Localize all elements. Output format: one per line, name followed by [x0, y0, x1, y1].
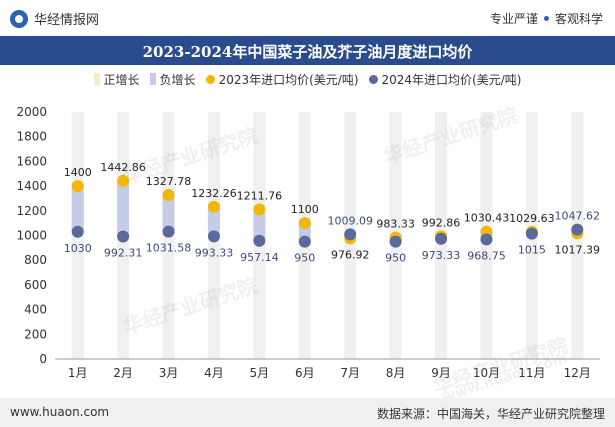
- legend: 正增长 负增长 2023年进口均价(美元/吨) 2024年进口均价(美元/吨): [0, 69, 615, 89]
- data-label-2023: 1100: [291, 203, 319, 216]
- tagline-right: 客观科学: [554, 12, 603, 26]
- data-label-2024: 993.33: [195, 246, 234, 259]
- data-label-2024: 992.31: [104, 246, 143, 259]
- y-tick-label: 200: [24, 327, 47, 341]
- chart-title: 2023-2024年中国菜子油及芥子油月度进口均价: [142, 43, 473, 61]
- point-2024: [480, 233, 493, 246]
- x-tick-label: 1月: [68, 366, 88, 380]
- x-tick-label: 10月: [473, 366, 500, 380]
- data-source: 数据来源：中国海关，华经产业研究院整理: [376, 407, 605, 421]
- data-label-2024: 968.75: [467, 249, 506, 262]
- data-label-2023: 1442.86: [100, 161, 146, 174]
- data-label-2023: 1327.78: [146, 175, 192, 188]
- point-2023: [253, 203, 266, 216]
- x-tick-label: 8月: [386, 366, 406, 380]
- point-2024: [571, 223, 584, 236]
- tagline-left: 专业严谨: [489, 12, 538, 26]
- series-2023-swatch-icon: [205, 74, 215, 84]
- point-2023: [207, 200, 220, 213]
- x-tick-label: 4月: [204, 366, 224, 380]
- y-tick-label: 600: [24, 278, 47, 292]
- y-tick-label: 2000: [16, 105, 47, 119]
- legend-label-2024: 2024年进口均价(美元/吨): [381, 72, 522, 87]
- footer-url: www.huaon.com: [10, 405, 110, 419]
- y-tick-label: 800: [24, 253, 47, 267]
- point-2024: [117, 230, 130, 243]
- data-label-2024: 1047.62: [555, 210, 601, 223]
- point-2024: [71, 225, 84, 238]
- x-tick-label: 3月: [159, 366, 179, 380]
- point-2024: [525, 227, 538, 240]
- point-2023: [117, 174, 130, 187]
- point-2024: [207, 230, 220, 243]
- dumbbell-chart: 0 200 400 600 800 1000 1200 1400 1600 1800 2000 1月 2…: [16, 105, 601, 380]
- y-tick-label: 1800: [16, 130, 47, 144]
- point-2024: [298, 235, 311, 248]
- y-tick-label: 1000: [16, 229, 47, 243]
- x-tick-label: 12月: [564, 366, 591, 380]
- title-bar: 2023-2024年中国菜子油及芥子油月度进口均价: [0, 36, 615, 65]
- data-label-2023: 1232.26: [191, 187, 237, 200]
- data-label-2024: 950: [294, 252, 315, 265]
- series-2024-swatch-icon: [368, 74, 378, 84]
- negative-growth-bar: [71, 186, 84, 232]
- data-label-2023: 976.92: [331, 248, 370, 261]
- point-2023: [162, 189, 175, 202]
- x-tick-label: 2月: [113, 366, 133, 380]
- data-label-2024: 950: [385, 252, 406, 265]
- point-2023: [298, 217, 311, 230]
- dot-separator-icon: [543, 16, 549, 21]
- negative-swatch-icon: [149, 73, 156, 85]
- x-tick-label: 5月: [250, 366, 270, 380]
- footer: www.huaon.com 数据来源：中国海关，华经产业研究院整理: [0, 398, 615, 427]
- data-label-2024: 973.33: [422, 249, 461, 262]
- legend-label-negative: 负增长: [159, 72, 196, 87]
- y-tick-label: 0: [39, 352, 47, 366]
- x-tick-label: 11月: [518, 366, 545, 380]
- data-label-2023: 1030.43: [464, 212, 510, 225]
- point-2024: [162, 225, 175, 238]
- point-2024: [253, 234, 266, 247]
- data-label-2023: 1017.39: [555, 243, 601, 256]
- point-2023: [71, 180, 84, 193]
- data-label-2023: 1400: [64, 166, 92, 179]
- x-tick-label: 9月: [431, 366, 451, 380]
- brand-name: 华经情报网: [34, 13, 100, 28]
- negative-growth-bar: [117, 180, 130, 237]
- x-tick-label: 7月: [340, 366, 360, 380]
- legend-item-2024: 2024年进口均价(美元/吨): [368, 71, 522, 88]
- legend-item-2023: 2023年进口均价(美元/吨): [205, 71, 359, 88]
- point-2024: [435, 232, 448, 245]
- data-label-2023: 992.86: [422, 216, 461, 229]
- data-label-2023: 1029.63: [509, 212, 555, 225]
- data-label-2024: 1031.58: [146, 242, 192, 255]
- legend-label-positive: 正增长: [103, 72, 140, 87]
- legend-item-positive: 正增长: [93, 71, 140, 88]
- data-label-2024: 1030: [64, 242, 92, 255]
- data-label-2024: 1015: [518, 244, 546, 257]
- x-tick-label: 6月: [295, 366, 315, 380]
- top-bar: 华经情报网 专业严谨 客观科学: [0, 0, 615, 36]
- negative-growth-bar: [162, 195, 175, 232]
- negative-growth-bar: [207, 206, 220, 237]
- point-2024: [389, 235, 402, 248]
- y-tick-label: 1600: [16, 154, 47, 168]
- legend-label-2023: 2023年进口均价(美元/吨): [218, 72, 359, 87]
- y-tick-label: 1200: [16, 204, 47, 218]
- positive-swatch-icon: [93, 73, 100, 85]
- data-label-2024: 1009.09: [327, 214, 373, 227]
- y-tick-label: 400: [24, 303, 47, 317]
- data-label-2024: 957.14: [240, 251, 279, 264]
- globe-logo-icon: [10, 9, 28, 28]
- legend-item-negative: 负增长: [149, 71, 196, 88]
- point-2024: [344, 228, 357, 241]
- tagline: 专业严谨 客观科学: [490, 10, 603, 27]
- y-tick-label: 1400: [16, 179, 47, 193]
- negative-growth-bar: [253, 209, 266, 241]
- brand: 华经情报网: [10, 9, 99, 28]
- data-label-2023: 1211.76: [237, 189, 283, 202]
- data-label-2023: 983.33: [376, 218, 415, 231]
